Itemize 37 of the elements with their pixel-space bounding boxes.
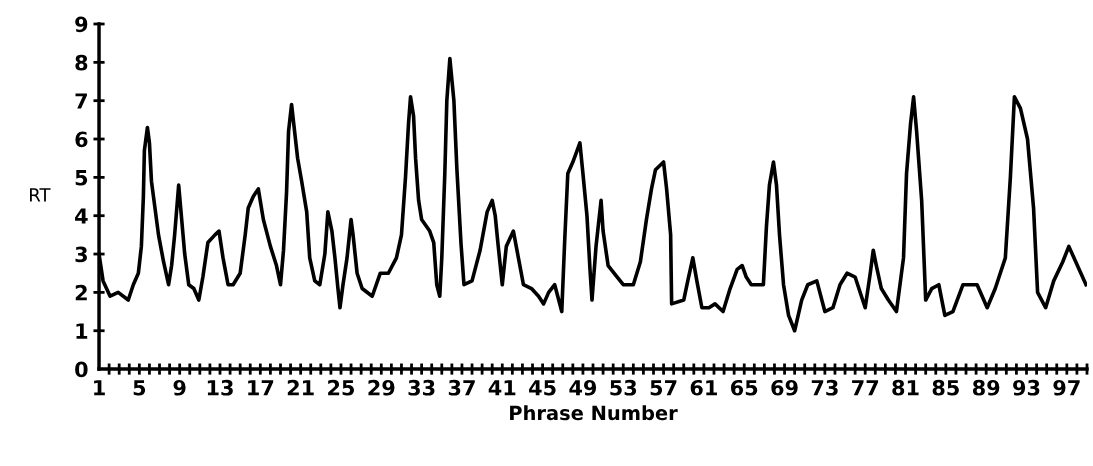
- x-tick-label: 25: [328, 379, 355, 396]
- y-tick-label: 9: [75, 16, 88, 33]
- x-tick-label: 65: [731, 379, 758, 396]
- x-tick-label: 85: [932, 379, 959, 396]
- x-tick-label: 69: [771, 379, 798, 396]
- x-tick-label: 97: [1053, 379, 1080, 396]
- x-tick-label: 61: [690, 379, 717, 396]
- x-tick-label: 17: [248, 380, 274, 396]
- x-tick-label: 49: [569, 379, 597, 396]
- x-tick-label: 33: [408, 379, 435, 396]
- x-tick-label: 81: [892, 379, 919, 396]
- x-tick-label: 1: [94, 380, 105, 396]
- x-tick-label: 13: [207, 379, 233, 396]
- x-tick-label: 89: [972, 379, 1000, 396]
- x-tick-label: 53: [610, 379, 637, 396]
- y-tick-label: 5: [75, 170, 88, 186]
- x-tick-label: 21: [287, 379, 314, 396]
- y-tick-label: 8: [75, 54, 88, 71]
- y-tick-label: 4: [75, 208, 88, 224]
- x-tick-label: 29: [368, 379, 395, 396]
- y-tick-label: 1: [76, 323, 88, 339]
- y-tick-label: 3: [75, 246, 87, 263]
- y-tick-label: 2: [75, 284, 87, 301]
- x-axis-title: Phrase Number: [510, 405, 678, 421]
- x-tick-label: 37: [448, 379, 475, 396]
- x-tick-label: 5: [133, 380, 146, 396]
- y-tick-label: 6: [75, 131, 88, 148]
- x-tick-label: 57: [650, 380, 677, 396]
- y-axis-title: RT: [30, 188, 51, 202]
- y-tick-label: 0: [75, 361, 88, 378]
- y-tick-label: 7: [75, 93, 87, 109]
- x-tick-label: 45: [529, 380, 556, 396]
- x-tick-label: 73: [811, 379, 838, 396]
- x-tick-label: 41: [488, 380, 516, 396]
- x-tick-label: 77: [852, 380, 879, 396]
- x-tick-label: 93: [1013, 379, 1040, 396]
- x-tick-label: 9: [173, 379, 186, 396]
